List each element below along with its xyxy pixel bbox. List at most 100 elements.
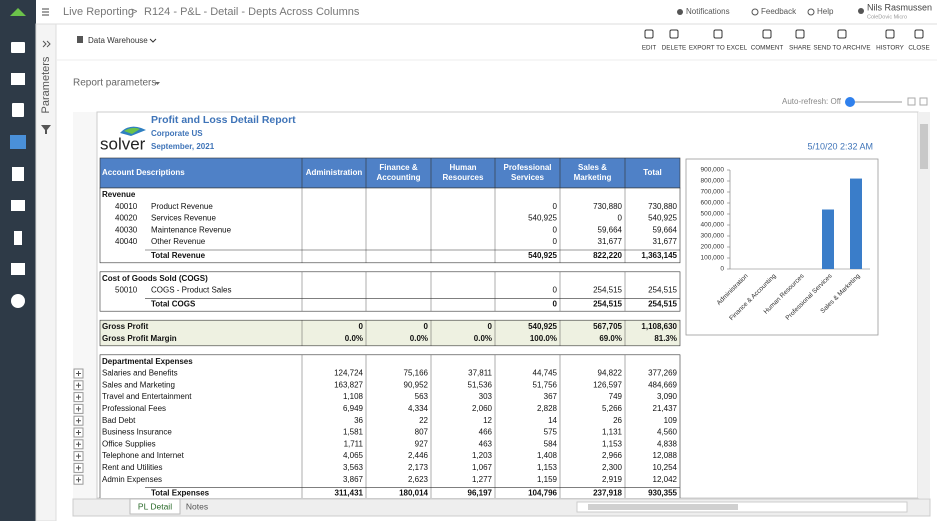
action-icon[interactable] [837, 29, 847, 39]
cell-value: 254,515 [593, 299, 622, 308]
action-label[interactable]: CLOSE [908, 45, 929, 52]
cell-value: 31,677 [598, 237, 623, 246]
section-box [99, 187, 681, 264]
row-label: Travel and Entertainment [102, 392, 192, 401]
breadcrumb-app[interactable]: Live Reporting [63, 6, 134, 18]
column-header-cell: Professional Services [503, 163, 551, 182]
parameters-label[interactable]: Parameters [40, 56, 52, 113]
cell-value: 75,166 [404, 369, 429, 378]
action-icon[interactable] [713, 29, 723, 39]
live-report-icon[interactable] [10, 135, 26, 149]
data-source[interactable]: Data Warehouse [88, 36, 148, 45]
action-icon[interactable] [762, 29, 772, 39]
action-label[interactable]: HISTORY [876, 45, 905, 52]
report-parameters[interactable]: Report parameters [73, 78, 156, 89]
vertical-scrollbar[interactable] [918, 112, 930, 498]
y-tick-label: 800,000 [701, 178, 725, 185]
tab-active[interactable] [129, 498, 181, 515]
expand-icon[interactable] [42, 40, 51, 48]
cell-value: 1,153 [537, 463, 558, 472]
account-code: 40010 [115, 202, 138, 211]
section-title: Cost of Goods Sold (COGS) [102, 274, 208, 283]
help-icon [807, 8, 815, 16]
data-icon[interactable] [11, 200, 25, 211]
tab[interactable]: Notes [186, 501, 208, 511]
tools-icon[interactable] [11, 263, 25, 275]
caret [149, 38, 157, 43]
horizontal-scrollbar[interactable] [576, 501, 908, 513]
app-logo[interactable] [10, 8, 26, 16]
account-name: Product Revenue [151, 202, 213, 211]
y-tick-label: 100,000 [701, 255, 725, 262]
home-icon[interactable] [11, 42, 25, 53]
cell-value: 807 [415, 428, 429, 437]
reports-icon[interactable] [12, 103, 24, 117]
action-icon[interactable] [644, 29, 654, 39]
cell-value: 0 [553, 225, 558, 234]
row-label: Gross Profit Margin [102, 334, 177, 343]
y-tick-label: 700,000 [701, 189, 725, 196]
section-box [99, 271, 681, 312]
dashboard-icon[interactable] [11, 73, 25, 85]
action-label[interactable]: SEND TO ARCHIVE [813, 45, 870, 52]
cell-value: 303 [479, 392, 493, 401]
scroll-thumb[interactable] [920, 124, 928, 169]
cell-value: 12 [483, 416, 492, 425]
menu-icon[interactable] [42, 8, 49, 16]
cell-value: 1,408 [537, 451, 558, 460]
cell-value: 4,065 [343, 451, 364, 460]
action-icon[interactable] [795, 29, 805, 39]
row-label: Bad Debt [102, 416, 136, 425]
expand-plus [76, 465, 81, 471]
report-timestamp: 5/10/20 2:32 AM [807, 141, 873, 151]
section-title: Departmental Expenses [102, 357, 193, 366]
settings-icon[interactable] [11, 294, 25, 308]
row-label: Professional Fees [102, 404, 166, 413]
cell-value: 96,197 [468, 489, 493, 498]
action-label[interactable]: SHARE [789, 45, 811, 52]
cell-value: 540,925 [528, 322, 557, 331]
popout-icon[interactable] [907, 97, 916, 106]
help[interactable]: Help [817, 7, 834, 16]
filter-icon[interactable] [41, 125, 51, 134]
cell-value: 2,966 [602, 451, 623, 460]
action-icon[interactable] [885, 29, 895, 39]
logo-mark [124, 127, 140, 134]
toggle-knob[interactable] [845, 97, 855, 107]
expand-plus [76, 453, 81, 459]
action-icon[interactable] [914, 29, 924, 39]
cell-value: 1,277 [472, 475, 493, 484]
row-label: Office Supplies [102, 439, 156, 448]
account-code: 40030 [115, 225, 138, 234]
section-box [99, 354, 681, 498]
action-label[interactable]: DELETE [662, 45, 687, 52]
scroll-thumb[interactable] [588, 504, 738, 510]
tab[interactable]: PL Detail [138, 501, 172, 511]
cell-value: 1,203 [472, 451, 493, 460]
action-icon[interactable] [669, 29, 679, 39]
cell-value: 51,756 [533, 380, 558, 389]
cell-value: 36 [354, 416, 363, 425]
action-label[interactable]: EXPORT TO EXCEL [689, 45, 748, 52]
cell-value: 26 [613, 416, 622, 425]
action-label[interactable]: EDIT [642, 45, 656, 52]
cell-value: 0 [424, 322, 429, 331]
report-entity: Corporate US [151, 129, 203, 138]
account-name: COGS - Product Sales [151, 286, 231, 295]
cell-value: 0 [553, 202, 558, 211]
action-label[interactable]: COMMENT [751, 45, 784, 52]
cell-value: 12,088 [653, 451, 678, 460]
toolbar-actions: EDIT DELETE EXPORT TO EXCEL COMMENT SHARE SEN… [642, 29, 930, 52]
hierarchy-icon[interactable] [14, 231, 22, 245]
cell-value: 822,220 [593, 251, 622, 260]
cell-value: 377,269 [648, 369, 677, 378]
fullscreen-icon[interactable] [919, 97, 928, 106]
cell-value: 5,266 [602, 404, 623, 413]
calculator-icon[interactable] [12, 167, 24, 181]
notifications[interactable]: Notifications [686, 7, 730, 16]
feedback[interactable]: Feedback [761, 7, 797, 16]
cell-value: 180,014 [399, 489, 428, 498]
cell-value: 466 [479, 428, 493, 437]
user-name[interactable]: Nils Rasmussen [867, 2, 932, 12]
total-label: Total Revenue [151, 251, 206, 260]
